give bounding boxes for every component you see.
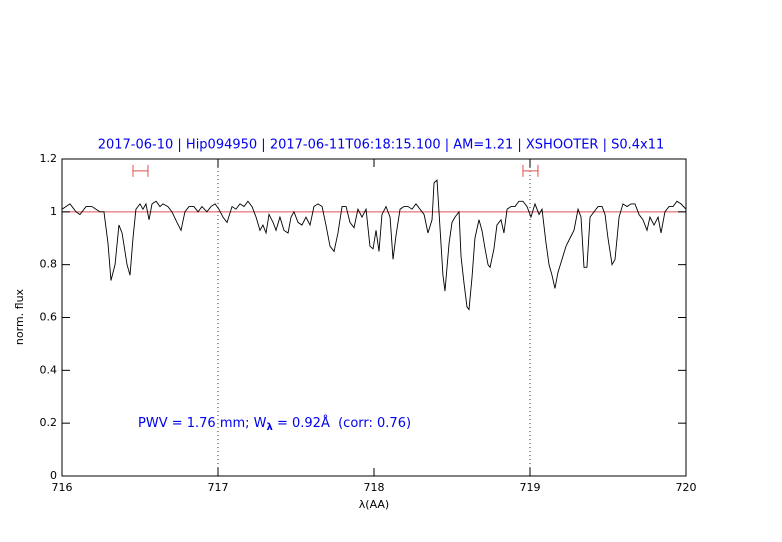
x-axis-label: λ(AA)	[359, 498, 389, 511]
y-axis-label: norm. flux	[13, 288, 26, 345]
x-tick-label: 717	[208, 481, 229, 494]
x-tick-label: 719	[520, 481, 541, 494]
y-tick-label: 0.8	[40, 258, 58, 271]
x-tick-label: 720	[676, 481, 697, 494]
y-tick-label: 1.2	[40, 152, 58, 165]
y-tick-label: 0	[50, 469, 57, 482]
chart-title: 2017-06-10 | Hip094950 | 2017-06-11T06:1…	[98, 138, 665, 153]
x-tick-label: 718	[364, 481, 385, 494]
y-tick-label: 0.4	[40, 363, 58, 376]
spectrum-line	[61, 179, 687, 311]
annotation-part: = 0.92Å (corr: 0.76)	[273, 415, 411, 431]
y-tick-label: 0.6	[40, 311, 58, 324]
annotation-subscript: λ	[267, 422, 274, 433]
annotation-part: PWV = 1.76 mm; W	[138, 416, 267, 431]
y-tick-label: 0.2	[40, 416, 58, 429]
y-tick-label: 1	[50, 205, 57, 218]
annotation: PWV = 1.76 mm; Wλ = 0.92Å (corr: 0.76)	[138, 415, 411, 434]
x-tick-label: 716	[52, 481, 73, 494]
